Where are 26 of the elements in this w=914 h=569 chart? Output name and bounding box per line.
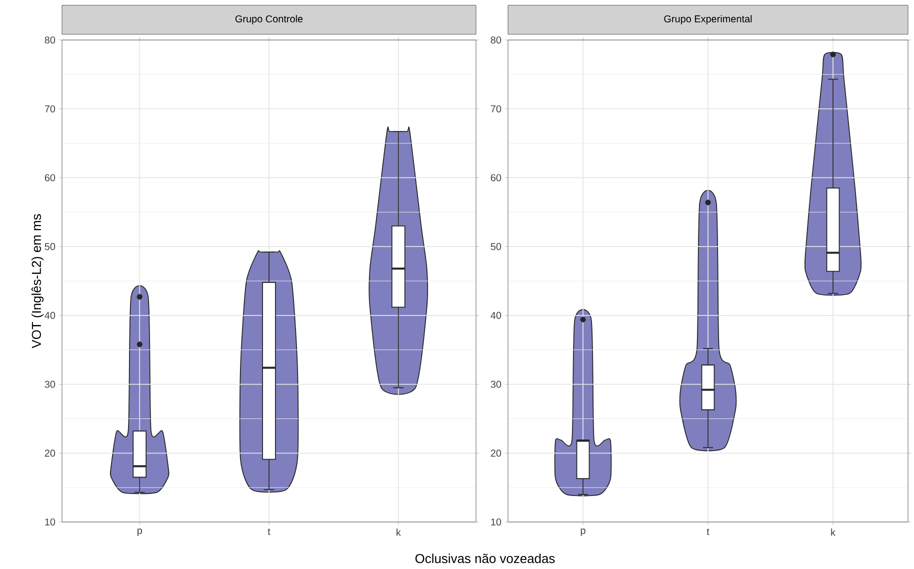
y-tick-label: 60 [490,174,502,182]
x-tick-label: p [137,528,142,536]
x-axis-title: Oclusivas não vozeadas [415,554,555,564]
x-tick-label: p [580,528,586,536]
chart-title: Grupo Experimental [664,15,752,24]
y-tick-label: 10 [491,518,502,526]
y-tick-label: 50 [44,243,56,250]
y-tick-label: 70 [490,105,502,112]
y-tick-label: 50 [490,243,502,250]
y-tick-label: 30 [490,380,502,388]
y-tick-label: 80 [44,36,56,44]
x-tick-label: k [831,528,836,536]
y-tick-label: 40 [44,312,56,319]
y-tick-label: 70 [44,105,56,112]
y-tick-label: 30 [44,380,56,388]
x-tick-label: k [396,528,401,536]
x-tick-label: t [706,528,710,536]
y-tick-label: 20 [490,450,502,457]
y-tick-label: 60 [44,174,56,182]
x-tick-label: t [268,528,270,536]
y-tick-label: 80 [490,36,502,44]
y-tick-label: 20 [44,450,56,457]
chart-title: Grupo Controle [235,15,303,24]
y-tick-label: 40 [490,312,502,319]
y-axis-title: VOT (Inglês-L2) em ms [31,214,44,348]
y-tick-label: 10 [45,518,56,526]
